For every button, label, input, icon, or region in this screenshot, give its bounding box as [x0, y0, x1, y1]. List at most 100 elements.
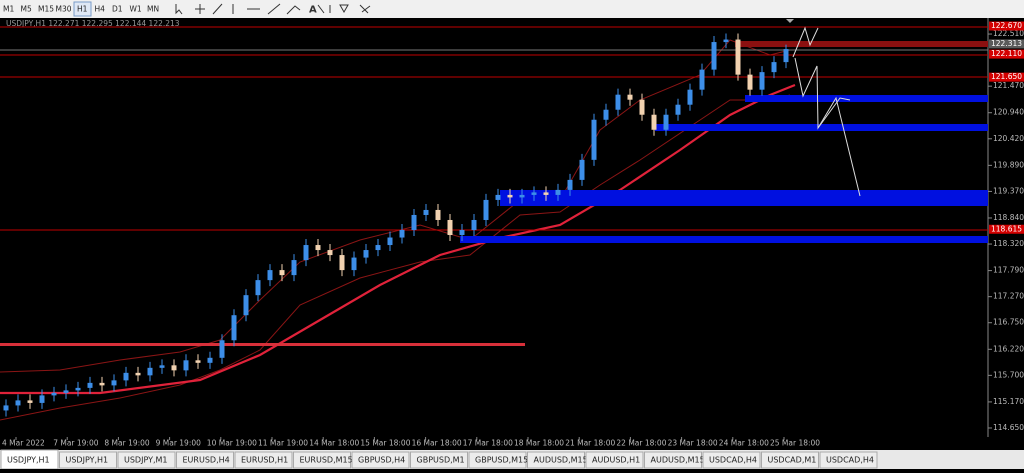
chart-header: USDJPY,H1 122.271 122.295 122.144 122.21…: [6, 19, 180, 28]
candle-body: [15, 400, 21, 406]
price-tick-label: 119.890: [993, 160, 1024, 169]
chart-tab-label: USDJPY,H1: [66, 456, 109, 465]
candle-body: [231, 315, 237, 341]
chart-tab[interactable]: [468, 451, 527, 469]
price-tick-label: 117.790: [993, 266, 1024, 275]
chart-area: [0, 18, 1024, 437]
time-label: 9 Mar 19:00: [156, 439, 202, 448]
price-tick-label: 115.700: [993, 370, 1024, 379]
candle-body: [243, 295, 249, 316]
text-tool[interactable]: A: [309, 5, 317, 16]
candle-body: [699, 69, 705, 90]
candle-body: [39, 395, 45, 403]
candle-body: [63, 390, 69, 393]
candle-body: [375, 245, 381, 251]
timeframe-button[interactable]: H4: [95, 5, 106, 14]
timeframe-button[interactable]: MN: [147, 5, 159, 14]
candle-body: [615, 94, 621, 110]
price-label: 121.650: [991, 72, 1022, 81]
candle-body: [687, 89, 693, 105]
arrow-icon: [339, 4, 349, 14]
toolbar: [0, 0, 1024, 18]
candle-body: [267, 270, 273, 281]
projection: [817, 97, 851, 129]
chart-tab[interactable]: [761, 451, 819, 469]
chart-tab-label: GBPUSD,M15: [475, 456, 528, 465]
timeframe-button[interactable]: M30: [56, 5, 72, 14]
candle-body: [99, 382, 105, 386]
price-tick-label: 118.320: [993, 239, 1024, 248]
candle-body: [711, 42, 717, 70]
moving-average: [0, 83, 796, 395]
chart-tab[interactable]: [176, 451, 234, 469]
candle-body: [303, 245, 309, 261]
candle-body: [603, 109, 609, 120]
chart-tab[interactable]: [702, 451, 761, 469]
price-label-box: [989, 21, 1024, 31]
price-tick-label: 122.510: [993, 29, 1024, 38]
chart-tab[interactable]: [410, 451, 468, 469]
candle-body: [195, 360, 201, 363]
candle-body: [171, 365, 177, 371]
time-label: 10 Mar 19:00: [207, 439, 257, 448]
chart-tab[interactable]: [351, 451, 410, 469]
timeframe-button[interactable]: H1: [77, 5, 88, 14]
time-label: 18 Mar 18:00: [514, 439, 564, 448]
candle-body: [387, 237, 393, 246]
candle-body: [351, 257, 357, 271]
price-tick-label: 120.940: [993, 108, 1024, 117]
chart-tab-label: EURUSD,H4: [183, 456, 230, 465]
time-label: 23 Mar 18:00: [668, 439, 718, 448]
candle-body: [579, 159, 585, 180]
candle-body: [627, 94, 633, 100]
price-label: 122.110: [991, 49, 1022, 58]
candle-body: [747, 74, 753, 90]
chart-tab[interactable]: [819, 451, 878, 469]
timeframe-button[interactable]: M1: [3, 5, 14, 14]
chart-tab[interactable]: [293, 451, 351, 469]
chart-tab[interactable]: [234, 451, 293, 469]
time-label: 7 Mar 19:00: [53, 439, 99, 448]
candle-body: [471, 219, 477, 231]
chart-tab[interactable]: [585, 451, 644, 469]
candle-body: [435, 209, 441, 220]
candle-body: [639, 99, 645, 115]
price-tick-label: 116.220: [993, 344, 1024, 353]
shift-marker: [786, 19, 794, 23]
timeframe-button[interactable]: M15: [38, 5, 54, 14]
candle-body: [771, 62, 777, 73]
chart-tab-label: USDCAD,H4: [826, 456, 874, 465]
timeframe-button[interactable]: W1: [130, 5, 142, 14]
price-label: 118.615: [991, 224, 1022, 233]
candle-body: [315, 245, 321, 251]
price-tick-label: 115.170: [993, 397, 1024, 406]
candle-body: [531, 192, 537, 195]
candle-body: [3, 405, 9, 411]
candle-body: [327, 250, 333, 256]
timeframe-button[interactable]: M5: [21, 5, 32, 14]
chart-tab-label: AUDUSD,H1: [592, 456, 640, 465]
chart-tab-label: GBPUSD,M1: [417, 456, 465, 465]
chart-tab[interactable]: [644, 451, 702, 469]
price-label-box: [989, 224, 1024, 234]
chart-tab[interactable]: [59, 451, 117, 469]
shapes-icon: [359, 4, 371, 14]
price-tick-label: 118.840: [993, 213, 1024, 222]
timeframe-button[interactable]: D1: [112, 5, 123, 14]
candle-body: [423, 209, 429, 215]
candle-body: [759, 72, 765, 90]
time-label: 25 Mar 18:00: [770, 439, 820, 448]
cursor-icon: [175, 4, 183, 15]
crosshair-icon: [195, 4, 205, 14]
fibo-icon: [317, 4, 331, 14]
candle-body: [255, 280, 261, 296]
trendline-icon: [267, 3, 281, 15]
chart-tab[interactable]: [527, 451, 585, 469]
channel-icon: [286, 5, 301, 15]
price-label-box: [989, 39, 1024, 49]
candle-body: [339, 255, 345, 271]
bollinger-upper: [0, 39, 791, 373]
chart-tab[interactable]: [117, 451, 176, 469]
demand-zone: [655, 124, 988, 131]
